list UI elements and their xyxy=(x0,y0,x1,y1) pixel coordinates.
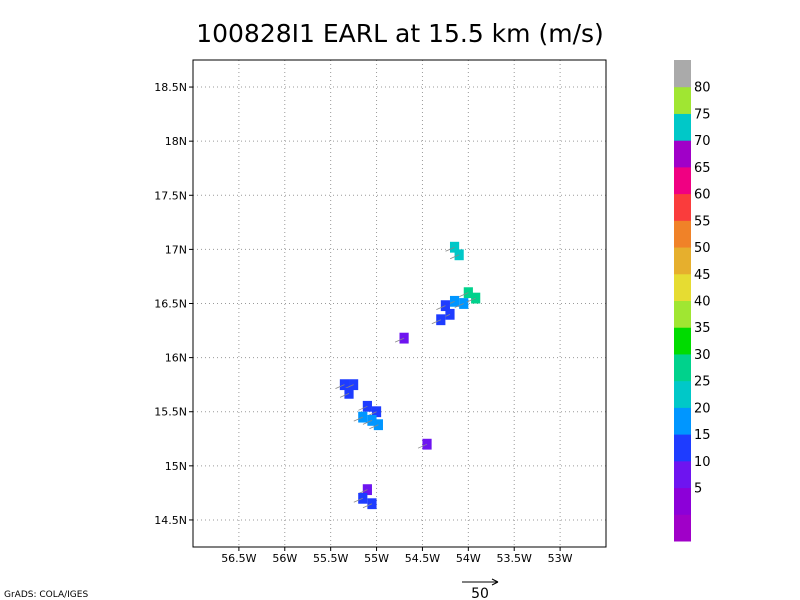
y-tick-label: 18.5N xyxy=(154,81,187,94)
wind-vector xyxy=(362,503,373,509)
x-tick-label: 56.5W xyxy=(221,552,256,565)
wind-vector xyxy=(459,292,469,298)
x-tick-label: 55W xyxy=(364,552,389,565)
colorbar-label: 75 xyxy=(694,107,711,122)
wind-vector xyxy=(436,305,446,311)
colorbar-label: 25 xyxy=(694,375,711,390)
wind-speed-cell xyxy=(454,249,464,261)
wind-vector xyxy=(445,246,455,252)
colorbar-segment xyxy=(674,514,691,542)
wind-vector xyxy=(369,424,379,430)
colorbar-segment xyxy=(674,380,691,408)
x-tick-label: 53W xyxy=(548,552,573,565)
wind-vector xyxy=(431,319,441,325)
wind-speed-cell xyxy=(339,379,350,391)
reference-arrow-head xyxy=(491,578,499,586)
x-tick-label: 54W xyxy=(456,552,481,565)
wind-vector xyxy=(353,497,363,503)
y-tick-label: 18N xyxy=(165,135,187,148)
colorbar-label: 5 xyxy=(694,482,702,497)
colorbar-label: 45 xyxy=(694,268,711,283)
colorbar-segment xyxy=(674,300,691,328)
colorbar-segment xyxy=(674,353,691,382)
colorbar-label: 70 xyxy=(694,134,711,149)
vector-reference: 50 xyxy=(462,578,499,600)
y-tick-label: 15.5N xyxy=(154,406,187,419)
x-tick-label: 56W xyxy=(272,552,297,565)
colorbar-segment xyxy=(674,140,691,168)
colorbar-segment xyxy=(674,460,691,489)
x-axis-ticks: 56.5W 56W 55.5W 55W 54.5W 54W 53.5W 53W xyxy=(221,547,573,565)
colorbar-label: 35 xyxy=(694,321,711,336)
colorbar-segment xyxy=(674,434,691,462)
grid-lines xyxy=(193,60,606,547)
y-tick-label: 15N xyxy=(165,460,187,473)
wind-vector xyxy=(394,337,405,343)
colorbar-label: 60 xyxy=(694,188,711,203)
colorbar-segment xyxy=(674,273,691,301)
reference-arrow-label: 50 xyxy=(471,586,489,600)
x-tick-label: 53.5W xyxy=(497,552,532,565)
colorbar-segment xyxy=(674,247,691,275)
wind-vector xyxy=(339,392,350,398)
colorbar-segment xyxy=(674,86,691,114)
colorbar-segment xyxy=(674,407,691,435)
wind-vector xyxy=(353,416,363,422)
colorbar-segment xyxy=(674,113,691,141)
colorbar-label: 15 xyxy=(694,428,711,443)
y-tick-label: 14.5N xyxy=(154,514,187,527)
y-tick-label: 17.5N xyxy=(154,189,187,202)
wind-vector xyxy=(335,384,345,390)
colorbar: 5 10 15 20 25 30 35 40 45 50 55 60 65 70 75 80 xyxy=(674,60,711,542)
plot-frame xyxy=(192,59,607,548)
colorbar-label: 50 xyxy=(694,241,711,256)
colorbar-label: 20 xyxy=(694,401,711,416)
colorbar-label: 55 xyxy=(694,214,711,229)
colorbar-label: 80 xyxy=(694,81,711,96)
wind-vector xyxy=(466,297,476,303)
colorbar-label: 65 xyxy=(694,161,711,176)
wind-vector xyxy=(454,303,464,308)
x-tick-label: 54.5W xyxy=(405,552,440,565)
chart-title: 100828I1 EARL at 15.5 km (m/s) xyxy=(196,19,604,48)
colorbar-segment xyxy=(674,193,691,221)
colorbar-segment xyxy=(674,60,691,88)
y-tick-label: 16N xyxy=(165,352,187,365)
wind-vector xyxy=(362,420,373,425)
wind-vector xyxy=(358,405,368,411)
colorbar-segment xyxy=(674,220,691,248)
y-axis-ticks: 14.5N 15N 15.5N 16N 16.5N 17N 17.5N 18N 18.5N xyxy=(154,81,193,527)
colorbar-label: 10 xyxy=(694,455,711,470)
colorbar-segment xyxy=(674,166,691,195)
wind-speed-cell xyxy=(445,308,455,320)
y-tick-label: 17N xyxy=(165,243,187,256)
wind-vector xyxy=(449,254,460,260)
wind-speed-cells xyxy=(335,241,481,510)
colorbar-segment xyxy=(674,327,691,355)
y-tick-label: 16.5N xyxy=(154,298,187,311)
colorbar-label: 40 xyxy=(694,295,711,310)
credit-label: GrADS: COLA/IGES xyxy=(4,590,88,600)
colorbar-segment xyxy=(674,487,691,515)
colorbar-label: 30 xyxy=(694,348,711,363)
wind-vector xyxy=(417,443,428,449)
x-tick-label: 55.5W xyxy=(313,552,348,565)
